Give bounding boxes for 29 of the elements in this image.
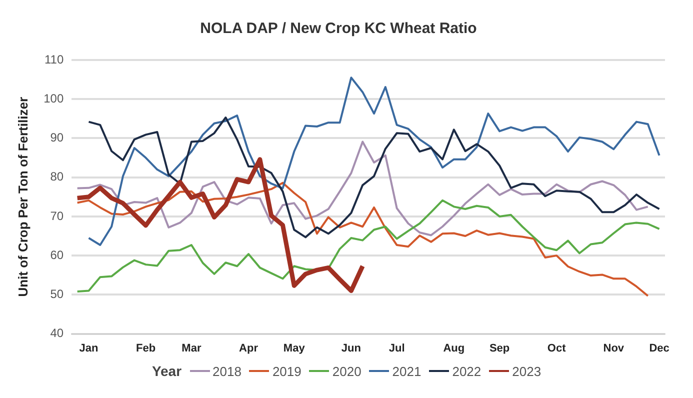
legend-title: Year xyxy=(152,363,182,379)
legend-label: 2021 xyxy=(392,364,422,378)
x-tick-label: Oct xyxy=(547,342,566,354)
x-tick-label: Feb xyxy=(136,342,156,354)
x-tick-label: Jan xyxy=(79,342,98,354)
y-tick-label: 80 xyxy=(50,170,64,184)
x-tick-label: Apr xyxy=(239,342,259,354)
x-tick-label: Jun xyxy=(341,342,362,354)
y-tick-label: 110 xyxy=(44,52,64,66)
y-tick-label: 40 xyxy=(50,326,64,340)
x-tick-label: Mar xyxy=(182,342,202,354)
y-tick-label: 90 xyxy=(50,130,64,145)
x-tick-label: Dec xyxy=(649,342,670,354)
y-tick-label: 100 xyxy=(44,91,64,106)
chart-title: NOLA DAP / New Crop KC Wheat Ratio xyxy=(200,20,477,38)
x-tick-label: Jul xyxy=(388,342,405,354)
x-tick-label: Aug xyxy=(443,342,465,354)
legend-label: 2023 xyxy=(512,364,542,378)
legend-label: 2018 xyxy=(212,364,242,378)
legend-label: 2022 xyxy=(452,364,482,378)
x-tick-label: Nov xyxy=(603,342,625,354)
legend-label: 2019 xyxy=(272,364,302,378)
y-axis-title: Unit of Crop Per Ton of Fertilizer xyxy=(15,96,30,297)
y-tick-label: 60 xyxy=(50,248,64,262)
x-tick-label: May xyxy=(283,342,306,354)
y-tick-label: 50 xyxy=(50,287,64,301)
legend-label: 2020 xyxy=(332,364,362,378)
y-tick-label: 70 xyxy=(50,208,64,223)
x-tick-label: Sep xyxy=(489,342,510,354)
